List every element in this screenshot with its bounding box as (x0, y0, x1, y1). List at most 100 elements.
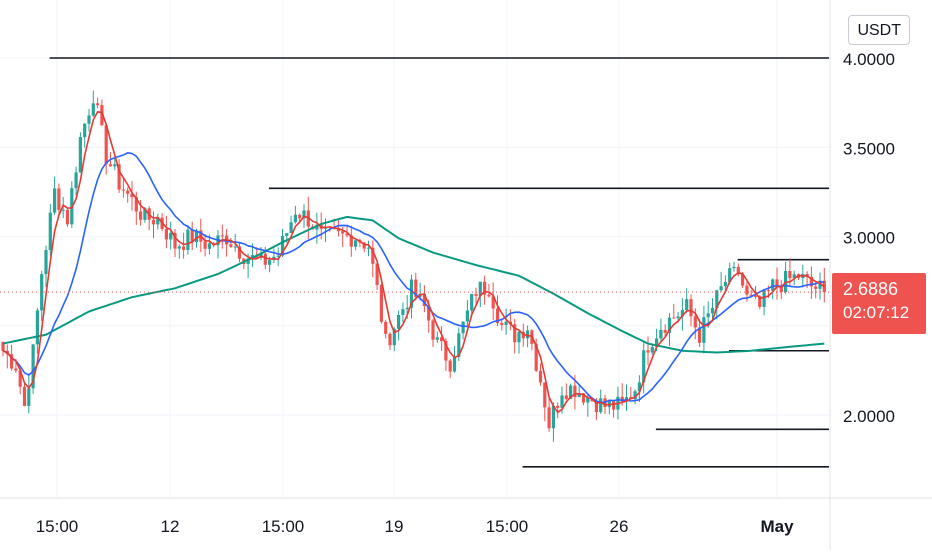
candle-body (659, 329, 663, 339)
candle-body (792, 274, 796, 279)
candle-body (762, 290, 766, 307)
candle-body (655, 338, 659, 347)
candle-body (1, 342, 5, 351)
candle-body (461, 321, 465, 334)
candle-body (40, 274, 44, 311)
candle-body (401, 309, 405, 315)
candle-body (53, 188, 57, 213)
candle-body (156, 217, 160, 225)
candle-body (633, 391, 637, 400)
candle-body (302, 210, 306, 219)
candle-body (375, 263, 379, 285)
candle-body (642, 350, 646, 383)
candle-body (186, 229, 190, 250)
candle-body (134, 197, 138, 212)
candle-body (48, 212, 52, 251)
candle-body (203, 241, 207, 249)
candle-body (779, 285, 783, 293)
candle-body (173, 232, 177, 249)
moving-average-fast-line (2, 111, 825, 414)
candle-body (487, 294, 491, 297)
candle-body (194, 230, 199, 243)
candle-body (715, 290, 719, 308)
candle-body (465, 310, 469, 322)
candle-body (349, 235, 353, 247)
candle-body (83, 123, 87, 138)
candle-body (431, 320, 435, 340)
candle-body (289, 222, 293, 234)
candle-body (809, 276, 813, 287)
candle-body (495, 308, 500, 323)
candle-body (96, 103, 100, 106)
candle-body (736, 266, 740, 275)
time-axis-label: 15:00 (486, 517, 529, 536)
candle-body (547, 407, 551, 429)
candle-body (474, 294, 478, 296)
candle-body (676, 316, 680, 319)
candle-body (719, 286, 723, 291)
candle-body (573, 385, 577, 398)
candle-body (689, 299, 693, 317)
candle-body (650, 346, 654, 353)
candle-body (569, 385, 573, 399)
candle-body (233, 246, 237, 248)
candle-body (457, 333, 461, 357)
candle-body (384, 321, 388, 334)
candle-body (57, 188, 61, 210)
candle-body (276, 255, 280, 257)
candle-body (366, 247, 371, 249)
candle-body (491, 296, 495, 309)
candle-body (177, 246, 181, 249)
candle-body (87, 115, 91, 124)
candle-body (371, 247, 375, 264)
candle-body (556, 405, 560, 408)
candle-body (504, 321, 508, 325)
price-axis-label: 3.0000 (843, 229, 895, 248)
candle-body (414, 279, 418, 297)
candle-body (10, 354, 14, 369)
candle-body (581, 393, 586, 403)
candle-body (680, 310, 684, 317)
candle-body (745, 285, 749, 295)
candle-body (315, 224, 319, 230)
candle-body (409, 279, 414, 308)
candle-body (728, 268, 732, 283)
candle-body (521, 331, 525, 339)
candle-body (513, 324, 517, 343)
candle-body (388, 333, 392, 346)
candle-body (104, 125, 108, 165)
candle-body (814, 286, 818, 289)
candle-body (517, 331, 521, 343)
candle-body (771, 279, 775, 291)
candle-body (448, 360, 452, 372)
candle-body (285, 233, 289, 236)
candle-body (61, 209, 65, 211)
candle-body (207, 243, 211, 249)
candle-body (427, 306, 431, 321)
candle-body (560, 395, 564, 408)
candle-body (440, 337, 444, 342)
candle-body (483, 281, 487, 295)
candle-body (478, 281, 482, 296)
candle-body (237, 246, 242, 259)
candle-body (139, 211, 143, 220)
candle-body (543, 382, 547, 408)
time-axis-label: 12 (161, 517, 180, 536)
candle-body (263, 253, 267, 265)
currency-selector-button[interactable]: USDT (848, 15, 910, 45)
candle-body (121, 189, 125, 191)
candle-body (27, 388, 31, 406)
candle-body (117, 164, 121, 190)
candle-body (151, 219, 156, 225)
candle-body (749, 294, 753, 296)
candle-body (65, 209, 70, 225)
candle-body (100, 105, 104, 126)
candle-body (126, 190, 130, 194)
candle-body (345, 233, 349, 236)
candle-body (182, 246, 186, 250)
currency-label: USDT (857, 22, 901, 39)
bar-countdown: 02:07:12 (843, 303, 910, 322)
time-axis-label: 15:00 (262, 517, 305, 536)
